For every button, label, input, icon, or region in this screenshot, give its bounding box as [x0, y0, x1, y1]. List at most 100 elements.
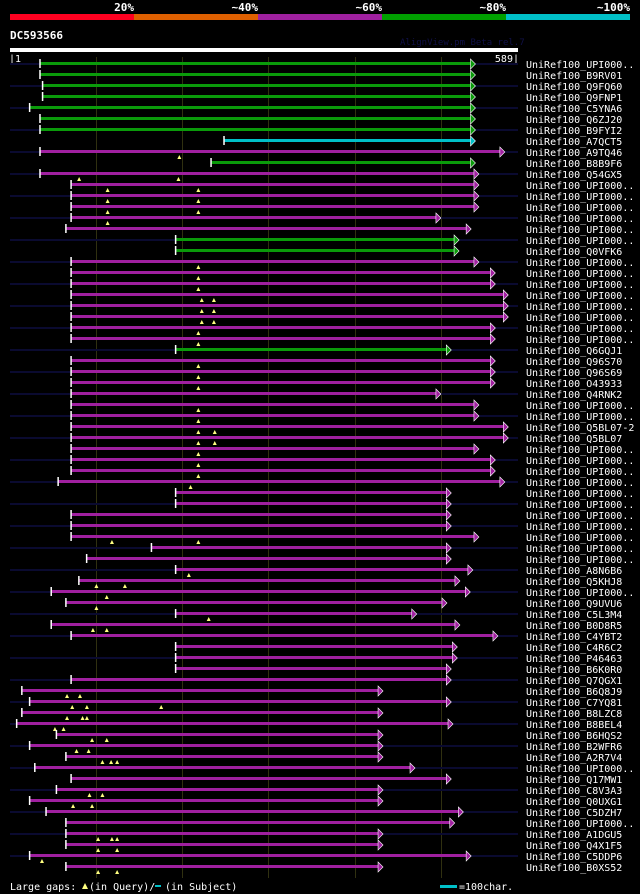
hit-row[interactable]: UniRef100_UPI000..	[65, 817, 634, 830]
hit-row[interactable]: UniRef100_UPI000..	[70, 201, 634, 214]
hit-label[interactable]: UniRef100_O43933	[526, 379, 622, 390]
hit-label[interactable]: UniRef100_B6K0R0	[526, 665, 622, 676]
hit-row[interactable]: UniRef100_UPI000..	[10, 300, 634, 313]
hit-label[interactable]: UniRef100_UPI000..	[526, 555, 634, 566]
hit-row[interactable]: UniRef100_UPI000..	[70, 465, 634, 478]
hit-row[interactable]: UniRef100_UPI000..	[10, 454, 634, 467]
hit-label[interactable]: UniRef100_A1DGU5	[526, 830, 622, 841]
hit-row[interactable]: UniRef100_UPI000..	[85, 553, 634, 566]
hit-row[interactable]: UniRef100_Q96S70	[70, 355, 622, 368]
hit-row[interactable]: UniRef100_UPI000..	[10, 190, 634, 203]
hit-row[interactable]: UniRef100_UPI000..	[10, 322, 634, 335]
hit-row[interactable]: UniRef100_UPI000..	[10, 212, 634, 225]
hit-row[interactable]: UniRef100_Q5BL07-2	[70, 421, 634, 434]
hit-label[interactable]: UniRef100_P46463	[526, 654, 622, 665]
hit-label[interactable]: UniRef100_C8V3A3	[526, 786, 622, 797]
hit-label[interactable]: UniRef100_UPI000..	[526, 588, 634, 599]
hit-label[interactable]: UniRef100_UPI000..	[526, 445, 634, 456]
hit-label[interactable]: UniRef100_UPI000..	[526, 500, 634, 511]
hit-label[interactable]: UniRef100_Q96S70	[526, 357, 622, 368]
hit-label[interactable]: UniRef100_UPI000..	[526, 478, 634, 489]
hit-label[interactable]: UniRef100_B8BEL4	[526, 720, 622, 731]
hit-label[interactable]: UniRef100_UPI000..	[526, 467, 634, 478]
hit-row[interactable]: UniRef100_P46463	[10, 652, 622, 665]
hit-row[interactable]: UniRef100_C5DDP6	[10, 850, 622, 863]
hit-row[interactable]: UniRef100_C5YNA6	[10, 102, 622, 115]
hit-row[interactable]: UniRef100_UPI000..	[10, 410, 634, 423]
hit-label[interactable]: UniRef100_UPI000..	[526, 401, 634, 412]
hit-row[interactable]: UniRef100_UPI000..	[10, 476, 634, 489]
hit-label[interactable]: UniRef100_B9FYI2	[526, 126, 622, 137]
hit-row[interactable]: UniRef100_UPI000..	[70, 267, 634, 280]
hit-label[interactable]: UniRef100_Q54GX5	[526, 170, 622, 181]
hit-row[interactable]: UniRef100_Q5BL07	[10, 432, 622, 445]
hit-row[interactable]: UniRef100_C7YQ81	[10, 696, 622, 709]
hit-row[interactable]: UniRef100_C4YBT2	[10, 630, 622, 643]
hit-label[interactable]: UniRef100_UPI000..	[526, 258, 634, 269]
hit-row[interactable]: UniRef100_C8V3A3	[10, 784, 622, 797]
hit-row[interactable]: UniRef100_B9FYI2	[10, 124, 622, 137]
hit-label[interactable]: UniRef100_UPI000..	[526, 522, 634, 533]
hit-row[interactable]: UniRef100_Q9UVU6	[65, 597, 622, 610]
hit-row[interactable]: UniRef100_UPI000..	[70, 509, 634, 522]
hit-label[interactable]: UniRef100_B6Q8J9	[526, 687, 622, 698]
hit-label[interactable]: UniRef100_Q5KHJ8	[526, 577, 622, 588]
hit-row[interactable]: UniRef100_UPI000..	[10, 498, 634, 511]
hit-label[interactable]: UniRef100_B8B9F6	[526, 159, 622, 170]
hit-label[interactable]: UniRef100_B6HQS2	[526, 731, 622, 742]
hit-label[interactable]: UniRef100_UPI000..	[526, 60, 634, 71]
hit-row[interactable]: UniRef100_UPI000..	[70, 311, 634, 324]
hit-row[interactable]: UniRef100_O43933	[70, 377, 622, 390]
hit-label[interactable]: UniRef100_UPI000..	[526, 291, 634, 302]
hit-label[interactable]: UniRef100_UPI000..	[526, 181, 634, 192]
hit-row[interactable]: UniRef100_Q7QGX1	[10, 674, 622, 687]
hit-row[interactable]: UniRef100_A2R7V4	[65, 751, 622, 764]
hit-label[interactable]: UniRef100_UPI000..	[526, 225, 634, 236]
hit-label[interactable]: UniRef100_A9TQ46	[526, 148, 622, 159]
hit-label[interactable]: UniRef100_B8LZC8	[526, 709, 622, 720]
hit-label[interactable]: UniRef100_Q5BL07	[526, 434, 622, 445]
hit-label[interactable]: UniRef100_Q9FNP1	[526, 93, 622, 104]
hit-label[interactable]: UniRef100_UPI000..	[526, 819, 634, 830]
hit-row[interactable]: UniRef100_A7QCT5	[223, 135, 622, 148]
hit-label[interactable]: UniRef100_UPI000..	[526, 280, 634, 291]
hit-row[interactable]: UniRef100_A9TQ46	[10, 146, 622, 159]
hit-label[interactable]: UniRef100_UPI000..	[526, 214, 634, 225]
hit-row[interactable]: UniRef100_UPI000..	[10, 762, 634, 775]
hit-row[interactable]: UniRef100_UPI000..	[70, 289, 634, 302]
hit-row[interactable]: UniRef100_UPI000..	[10, 278, 634, 291]
hit-row[interactable]: UniRef100_UPI000..	[10, 542, 634, 555]
hit-label[interactable]: UniRef100_C5L3M4	[526, 610, 622, 621]
hit-row[interactable]: UniRef100_B0D8R5	[50, 619, 622, 632]
hit-label[interactable]: UniRef100_B0D8R5	[526, 621, 622, 632]
hit-label[interactable]: UniRef100_UPI000..	[526, 236, 634, 247]
hit-row[interactable]: UniRef100_B8LZC8	[21, 707, 622, 720]
hit-row[interactable]: UniRef100_UPI000..	[10, 234, 634, 247]
hit-row[interactable]: UniRef100_Q0VFK6	[174, 245, 622, 258]
hit-row[interactable]: UniRef100_Q4X1F5	[65, 839, 622, 852]
hit-label[interactable]: UniRef100_Q17MW1	[526, 775, 622, 786]
hit-label[interactable]: UniRef100_Q4X1F5	[526, 841, 622, 852]
hit-row[interactable]: UniRef100_UPI000..	[174, 487, 634, 500]
hit-row[interactable]: UniRef100_Q6GQJ1	[10, 344, 622, 357]
hit-label[interactable]: UniRef100_Q0UXG1	[526, 797, 622, 808]
hit-row[interactable]: UniRef100_Q0UXG1	[28, 795, 622, 808]
hit-row[interactable]: UniRef100_Q54GX5	[10, 168, 622, 181]
hit-label[interactable]: UniRef100_A8N6B6	[526, 566, 622, 577]
hit-row[interactable]: UniRef100_A1DGU5	[10, 828, 622, 841]
hit-row[interactable]: UniRef100_Q5KHJ8	[78, 575, 622, 588]
hit-label[interactable]: UniRef100_Q4RNK2	[526, 390, 622, 401]
hit-row[interactable]: UniRef100_B8B9F6	[210, 157, 622, 170]
hit-row[interactable]: UniRef100_UPI000..	[10, 586, 634, 599]
hit-label[interactable]: UniRef100_Q7QGX1	[526, 676, 622, 687]
hit-label[interactable]: UniRef100_Q0VFK6	[526, 247, 622, 258]
hit-label[interactable]: UniRef100_A2R7V4	[526, 753, 622, 764]
hit-row[interactable]: UniRef100_Q4RNK2	[10, 388, 622, 401]
hit-row[interactable]: UniRef100_B8BEL4	[10, 718, 622, 731]
hit-label[interactable]: UniRef100_Q9FQ60	[526, 82, 622, 93]
hit-row[interactable]: UniRef100_Q9FNP1	[41, 91, 622, 104]
hit-row[interactable]: UniRef100_UPI000..	[10, 520, 634, 533]
hit-label[interactable]: UniRef100_UPI000..	[526, 313, 634, 324]
hit-label[interactable]: UniRef100_UPI000..	[526, 544, 634, 555]
hit-label[interactable]: UniRef100_C5YNA6	[526, 104, 622, 115]
